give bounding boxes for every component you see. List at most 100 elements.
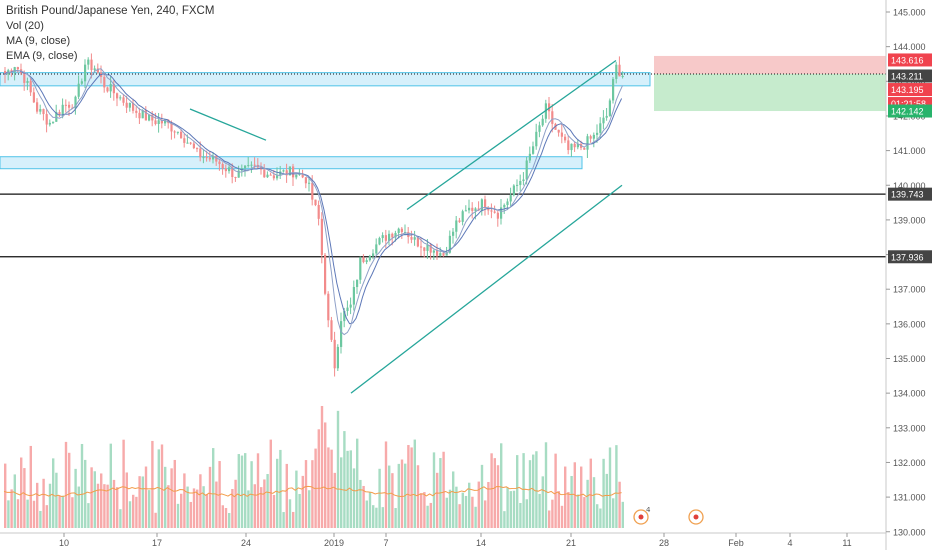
volume-bar bbox=[605, 473, 608, 528]
candle-body bbox=[458, 220, 461, 222]
volume-bar bbox=[586, 479, 589, 528]
candle-body bbox=[493, 211, 496, 213]
volume-bar bbox=[420, 493, 423, 528]
price-tick-label: 132.000 bbox=[893, 458, 926, 468]
volume-bar bbox=[93, 471, 96, 528]
candle-body bbox=[410, 237, 413, 240]
moving-averages bbox=[3, 68, 624, 336]
candle-body bbox=[426, 244, 429, 251]
candle-body bbox=[148, 114, 151, 121]
candle-body bbox=[541, 118, 544, 126]
candle-body bbox=[180, 131, 183, 139]
volume-bar bbox=[324, 422, 327, 528]
volume-bar bbox=[413, 439, 416, 528]
candle-body bbox=[605, 115, 608, 118]
volume-bar bbox=[378, 468, 381, 528]
candle-body bbox=[301, 173, 304, 178]
volume-bar bbox=[557, 491, 560, 528]
candle-body bbox=[96, 68, 99, 73]
candle-body bbox=[333, 339, 336, 369]
candle-body bbox=[48, 122, 51, 125]
candle-body bbox=[144, 110, 147, 121]
price-tag-label: 137.936 bbox=[891, 252, 924, 262]
volume-bar bbox=[170, 468, 173, 528]
volume-bar bbox=[26, 499, 29, 528]
volume-bar bbox=[548, 510, 551, 528]
price-tick-label: 140.000 bbox=[893, 181, 926, 191]
time-tick-label: 24 bbox=[241, 538, 251, 548]
candle-body bbox=[602, 117, 605, 124]
candle-body bbox=[45, 114, 48, 125]
volume-bar bbox=[151, 440, 154, 528]
volume-bar bbox=[285, 463, 288, 528]
volume-bar bbox=[365, 500, 368, 528]
candle-body bbox=[400, 228, 403, 233]
candle-body bbox=[356, 279, 359, 288]
price-tag-bg bbox=[888, 187, 932, 201]
volume-bar bbox=[580, 466, 583, 528]
volume-bar bbox=[522, 453, 525, 528]
candle-body bbox=[269, 174, 272, 176]
candle-body bbox=[90, 59, 93, 71]
candle-body bbox=[298, 173, 301, 175]
candle-body bbox=[80, 81, 83, 84]
candle-body bbox=[560, 132, 563, 137]
price-tick-label: 141.000 bbox=[893, 146, 926, 156]
volume-bar bbox=[407, 445, 410, 528]
volume-bar bbox=[234, 479, 237, 528]
candle-body bbox=[42, 109, 45, 115]
volume-bar bbox=[157, 449, 160, 528]
volume-bar bbox=[343, 431, 346, 528]
volume-bar bbox=[381, 507, 384, 528]
candle-body bbox=[135, 110, 138, 113]
candle-body bbox=[68, 104, 71, 108]
candle-body bbox=[52, 121, 55, 123]
candle-body bbox=[336, 346, 339, 369]
price-tag-bg bbox=[888, 104, 932, 118]
event-marker-icon[interactable] bbox=[688, 509, 704, 525]
candle-body bbox=[564, 136, 567, 141]
event-markers[interactable]: 4 bbox=[633, 506, 704, 525]
candle-body bbox=[445, 252, 448, 256]
candle-body bbox=[586, 136, 589, 150]
chart-legend: British Pound/Japanese Yen, 240, FXCM Vo… bbox=[6, 4, 214, 64]
volume-bar bbox=[599, 508, 602, 528]
volume-bar bbox=[564, 466, 567, 528]
candle-body bbox=[432, 250, 435, 253]
candle-body bbox=[525, 160, 528, 180]
candle-body bbox=[522, 179, 525, 182]
event-marker-icon[interactable] bbox=[633, 509, 649, 525]
volume-bar bbox=[340, 457, 343, 528]
volume-bar bbox=[384, 441, 388, 528]
candle-body bbox=[26, 81, 29, 83]
volume-bar bbox=[567, 492, 570, 528]
volume-bar bbox=[29, 445, 32, 528]
candle-body bbox=[349, 304, 352, 308]
price-tick-label: 134.000 bbox=[893, 389, 926, 399]
candle-body bbox=[509, 195, 512, 202]
price-tag-bg bbox=[888, 69, 932, 83]
candle-body bbox=[112, 84, 115, 94]
trendline-lower bbox=[350, 184, 623, 394]
volume-bar bbox=[589, 458, 592, 528]
volume-bar bbox=[196, 489, 199, 528]
price-tick-label: 139.000 bbox=[893, 215, 926, 225]
candle-body bbox=[276, 175, 279, 179]
volume-bar bbox=[615, 445, 618, 528]
volume-bar bbox=[426, 505, 429, 528]
volume-bar bbox=[429, 502, 432, 528]
candle-body bbox=[266, 174, 269, 178]
volume-bar bbox=[276, 458, 279, 528]
candle-body bbox=[416, 237, 419, 247]
candle-body bbox=[196, 148, 199, 150]
candle-body bbox=[320, 218, 323, 255]
volume-bar bbox=[480, 464, 484, 528]
candle-body bbox=[500, 207, 503, 219]
volume-bar bbox=[247, 490, 250, 528]
volume-bar bbox=[58, 495, 61, 528]
price-tag-label: 139.743 bbox=[891, 190, 924, 200]
candle-body bbox=[612, 78, 615, 101]
volume-bar bbox=[452, 471, 455, 528]
volume-bar bbox=[583, 497, 586, 528]
